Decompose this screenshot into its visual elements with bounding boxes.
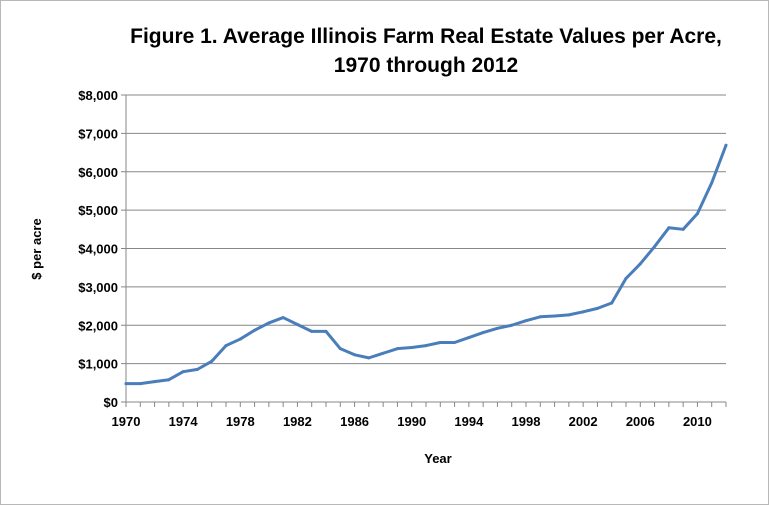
data-point [167,378,171,382]
x-tick-label: 1982 [283,414,312,429]
data-point [624,276,628,280]
data-point [210,359,214,363]
data-point [410,346,414,350]
data-point [495,326,499,330]
y-tick-label: $0 [104,395,118,410]
data-point [581,310,585,314]
data-point [353,353,357,357]
data-point [681,227,685,231]
data-point [395,347,399,351]
data-point [138,382,142,386]
data-point [481,331,485,335]
data-point [538,315,542,319]
x-tick-label: 2006 [626,414,655,429]
y-tick-label: $7,000 [78,126,118,141]
data-point [238,337,242,341]
y-tick-label: $8,000 [78,88,118,103]
data-point [567,313,571,317]
data-point [310,329,314,333]
y-tick-label: $2,000 [78,318,118,333]
data-point [338,347,342,351]
data-point [124,382,128,386]
data-point [253,328,257,332]
series-layer [124,143,728,386]
data-point [667,226,671,230]
y-tick-label: $4,000 [78,242,118,257]
y-tick-labels: $0 $1,000 $2,000 $3,000 $4,000 $5,000 $6,000 $7… [78,88,118,410]
x-tick-label: 1978 [226,414,255,429]
data-point [153,380,157,384]
data-point [453,341,457,345]
data-point [695,212,699,216]
x-tick-label: 1990 [397,414,426,429]
y-tick-label: $3,000 [78,280,118,295]
data-point [610,301,614,305]
data-point [181,370,185,374]
series-line [124,143,728,386]
x-tick-label: 1970 [112,414,141,429]
y-tick-label: $5,000 [78,203,118,218]
data-point [724,143,728,147]
x-axis-title: Year [424,451,451,466]
data-point [467,336,471,340]
x-tick-labels: 1970 1974 1978 1982 1986 1990 1994 1998 2002 2006… [112,414,712,429]
data-point [295,322,299,326]
data-point [367,356,371,360]
x-tick-label: 2002 [569,414,598,429]
data-point [710,181,714,185]
data-point [381,351,385,355]
x-tick-label: 1986 [340,414,369,429]
y-axis-title: $ per acre [29,218,44,279]
x-tick-label: 1974 [169,414,199,429]
data-point [510,323,514,327]
x-tick-label: 2010 [683,414,712,429]
x-tick-label: 1998 [512,414,541,429]
data-point [195,367,199,371]
data-point [638,262,642,266]
data-point [438,341,442,345]
data-point [553,314,557,318]
data-point [224,344,228,348]
chart-title-line1: Figure 1. Average Illinois Farm Real Est… [130,25,722,48]
gridlines [126,94,726,365]
data-point [524,319,528,323]
data-point [595,306,599,310]
x-tick-label: 1994 [454,414,484,429]
y-tick-label: $6,000 [78,165,118,180]
chart-title-line2: 1970 through 2012 [334,54,518,77]
axes [121,94,727,407]
y-tick-label: $1,000 [78,357,118,372]
data-point [281,316,285,320]
data-point [324,329,328,333]
data-point [653,245,657,249]
data-point [424,344,428,348]
data-point [267,321,271,325]
